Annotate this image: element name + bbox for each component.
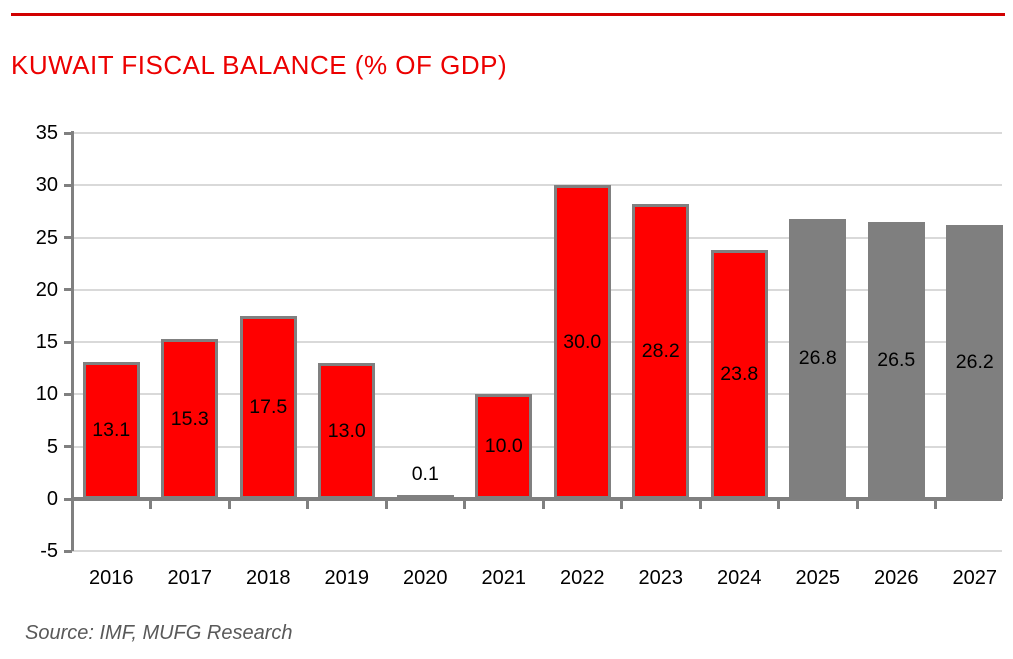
x-axis-label: 2016 [89, 567, 134, 589]
gridline [72, 445, 1002, 448]
fiscal-balance-bar-chart: 35 30 25 20 15 10 5 0 -5 13.1 2016 15.3 2017 17.5 2018… [0, 110, 1013, 610]
x-axis-label: 2020 [403, 567, 448, 589]
bar-value-label: 28.2 [641, 340, 680, 363]
bar-value-label: 26.2 [955, 350, 994, 373]
y-axis-tick [64, 236, 72, 240]
y-axis-tick [64, 183, 72, 187]
bar-actual [632, 204, 690, 499]
x-axis-tick [620, 501, 623, 509]
x-axis-label: 2025 [795, 567, 841, 589]
bar-value-label: 26.5 [877, 348, 916, 371]
x-axis-tick [777, 501, 780, 509]
y-axis-label: 20 [35, 278, 58, 301]
x-axis-tick [70, 501, 74, 509]
bar-value-label: 13.1 [92, 419, 131, 441]
bar-actual [710, 250, 768, 499]
x-axis-label: 2019 [324, 567, 370, 589]
x-axis-zero-line [72, 497, 1002, 501]
x-axis-label: 2026 [874, 567, 919, 589]
bar-actual [553, 185, 611, 499]
top-rule-divider [11, 13, 1005, 16]
bar-value-label: 26.8 [798, 347, 837, 370]
y-axis-tick [64, 497, 72, 501]
y-axis-tick [64, 340, 72, 344]
bar-value-label: 13.0 [327, 419, 366, 442]
y-axis-label: 30 [35, 174, 58, 197]
y-axis-tick [64, 549, 72, 553]
y-axis-label: 15 [35, 331, 58, 354]
bar-actual [82, 362, 140, 499]
y-axis-label: 35 [35, 122, 58, 144]
bar-value-label: 10.0 [484, 435, 523, 458]
y-axis-tick [64, 445, 72, 449]
bar-actual [239, 316, 297, 499]
bar-value-label: 17.5 [249, 396, 288, 418]
y-axis-tick [64, 392, 72, 396]
x-axis-tick [149, 501, 152, 509]
y-axis-line [71, 131, 74, 551]
bar-forecast [946, 225, 1004, 499]
x-axis-label: 2018 [246, 567, 291, 589]
bar-actual [475, 394, 533, 499]
x-axis-tick [384, 501, 388, 509]
x-axis-label: 2022 [560, 567, 605, 589]
x-axis-tick [463, 501, 466, 509]
gridline [72, 341, 1002, 344]
y-axis-label: 0 [46, 488, 58, 510]
page-title: KUWAIT FISCAL BALANCE (% OF GDP) [11, 50, 508, 80]
bar-forecast [789, 218, 847, 499]
x-axis-label: 2023 [638, 567, 684, 589]
gridline [72, 393, 1002, 396]
bar-actual [396, 495, 454, 499]
gridline [72, 236, 1002, 239]
source-note: Source: IMF, MUFG Research [25, 622, 293, 644]
bar-value-label: 0.1 [411, 462, 439, 485]
y-axis-tick [64, 288, 72, 292]
bar-forecast [867, 221, 925, 499]
x-axis-label: 2017 [167, 567, 213, 589]
x-axis-tick [855, 501, 859, 509]
x-axis-label: 2027 [952, 567, 998, 589]
x-axis-tick [541, 501, 545, 509]
y-axis-tick [64, 131, 72, 135]
x-axis-tick [934, 501, 937, 509]
bar-value-label: 23.8 [720, 363, 759, 386]
gridline [72, 132, 1002, 134]
x-axis-tick [227, 501, 231, 509]
bar-value-label: 15.3 [170, 407, 209, 430]
x-axis-tick [698, 501, 702, 509]
bar-actual [318, 363, 376, 499]
gridline [72, 184, 1002, 187]
y-axis-label: 10 [35, 383, 58, 406]
x-axis-tick [306, 501, 309, 509]
y-axis-label: 25 [35, 226, 58, 249]
x-axis-label: 2021 [481, 567, 527, 589]
gridline [72, 550, 1002, 553]
bar-value-label: 30.0 [563, 330, 602, 353]
y-axis-label: 5 [46, 435, 58, 458]
x-axis-label: 2024 [717, 567, 762, 589]
gridline [72, 288, 1002, 291]
bar-actual [161, 339, 219, 499]
y-axis-label: -5 [40, 540, 58, 563]
